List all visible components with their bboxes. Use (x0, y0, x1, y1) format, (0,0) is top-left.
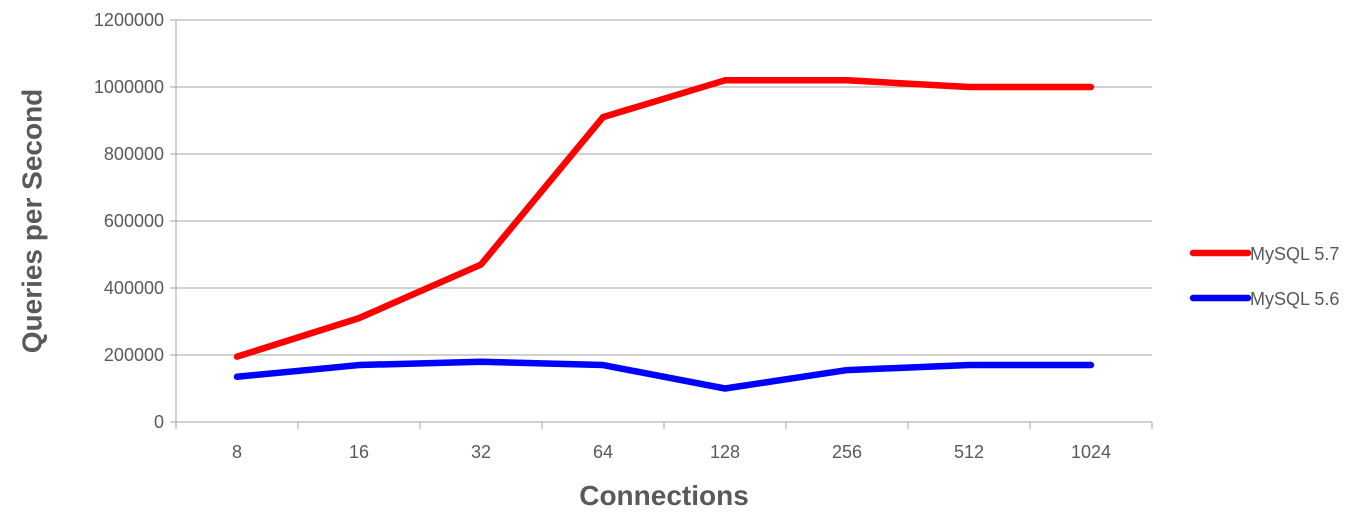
x-tick-label: 16 (349, 442, 369, 462)
x-tick-label: 1024 (1071, 442, 1111, 462)
gridlines (170, 19, 1152, 423)
y-tick-label: 400000 (104, 278, 164, 298)
x-tick-label: 32 (471, 442, 491, 462)
y-tick-label: 200000 (104, 345, 164, 365)
y-tick-label: 600000 (104, 211, 164, 231)
legend-label: MySQL 5.6 (1250, 289, 1339, 309)
y-axis-title: Queries per Second (16, 89, 47, 354)
y-tick-label: 1000000 (94, 77, 164, 97)
y-tick-labels: 0 200000 400000 600000 800000 1000000 1200000 (94, 10, 164, 432)
x-axis-title: Connections (579, 480, 749, 511)
series-lines (233, 77, 1095, 392)
legend: MySQL 5.7 MySQL 5.6 (1189, 244, 1339, 309)
y-tick-label: 1200000 (94, 10, 164, 30)
y-tick-label: 0 (154, 412, 164, 432)
x-tick-label: 8 (232, 442, 242, 462)
x-tick-label: 128 (710, 442, 740, 462)
series-line-mysql-5-7 (233, 77, 1095, 360)
x-tick-label: 64 (593, 442, 613, 462)
x-tick-label: 256 (832, 442, 862, 462)
series-line-mysql-5-6 (233, 358, 1095, 392)
legend-label: MySQL 5.7 (1250, 244, 1339, 264)
x-tick-labels: 8 16 32 64 128 256 512 1024 (175, 422, 1153, 462)
x-tick-label: 512 (954, 442, 984, 462)
y-tick-label: 800000 (104, 144, 164, 164)
